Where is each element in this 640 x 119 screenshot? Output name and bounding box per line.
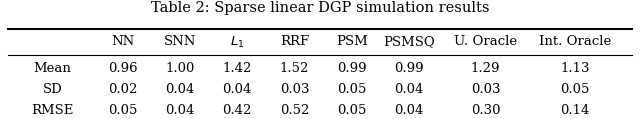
Text: RMSE: RMSE	[31, 104, 74, 117]
Text: NN: NN	[111, 35, 134, 48]
Text: Int. Oracle: Int. Oracle	[539, 35, 611, 48]
Text: 0.05: 0.05	[337, 83, 367, 96]
Text: 1.52: 1.52	[280, 62, 309, 75]
Text: 0.52: 0.52	[280, 104, 309, 117]
Text: 1.00: 1.00	[165, 62, 195, 75]
Text: 0.04: 0.04	[394, 83, 424, 96]
Text: 0.42: 0.42	[223, 104, 252, 117]
Text: PSMSQ: PSMSQ	[383, 35, 435, 48]
Text: 0.02: 0.02	[108, 83, 137, 96]
Text: 0.05: 0.05	[108, 104, 137, 117]
Text: 0.04: 0.04	[165, 83, 195, 96]
Text: 0.03: 0.03	[280, 83, 309, 96]
Text: 1.29: 1.29	[471, 62, 500, 75]
Text: SD: SD	[42, 83, 62, 96]
Text: 0.14: 0.14	[560, 104, 589, 117]
Text: U. Oracle: U. Oracle	[454, 35, 517, 48]
Text: 0.05: 0.05	[560, 83, 589, 96]
Text: 0.99: 0.99	[394, 62, 424, 75]
Text: RRF: RRF	[280, 35, 309, 48]
Text: 0.96: 0.96	[108, 62, 137, 75]
Text: $L_1$: $L_1$	[230, 34, 244, 50]
Text: 0.05: 0.05	[337, 104, 367, 117]
Text: SNN: SNN	[164, 35, 196, 48]
Text: 0.04: 0.04	[223, 83, 252, 96]
Text: Mean: Mean	[33, 62, 71, 75]
Text: 0.30: 0.30	[471, 104, 500, 117]
Text: 0.99: 0.99	[337, 62, 367, 75]
Text: 1.42: 1.42	[223, 62, 252, 75]
Text: 0.03: 0.03	[471, 83, 500, 96]
Text: PSM: PSM	[336, 35, 368, 48]
Text: Table 2: Sparse linear DGP simulation results: Table 2: Sparse linear DGP simulation re…	[151, 1, 489, 15]
Text: 1.13: 1.13	[560, 62, 589, 75]
Text: 0.04: 0.04	[394, 104, 424, 117]
Text: 0.04: 0.04	[165, 104, 195, 117]
